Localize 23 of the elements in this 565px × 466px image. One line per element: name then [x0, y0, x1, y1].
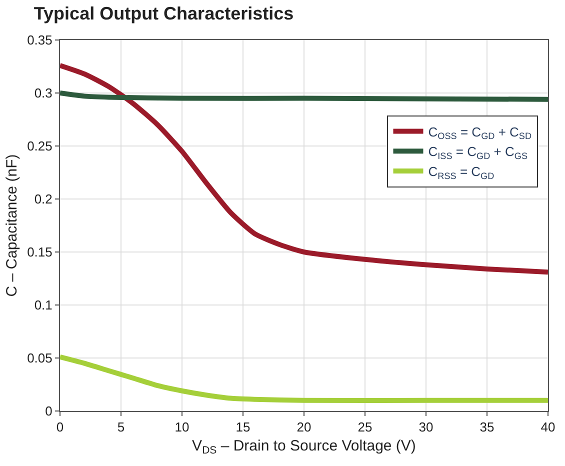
legend-label: C$_{ISS}$ = C$_{GD}$ + C$_{GS}$	[428, 144, 528, 161]
y-tick-label: 0.3	[34, 86, 52, 101]
y-axis-title: C – Capacitance (nF)	[3, 154, 20, 297]
y-tick-label: 0.35	[27, 32, 52, 48]
legend-label: C$_{OSS}$ = C$_{GD}$ + C$_{SD}$	[428, 124, 532, 142]
y-tick-label: 0.15	[27, 244, 52, 260]
x-tick-label: 35	[480, 420, 494, 435]
y-tick-label: 0.2	[34, 192, 52, 207]
x-tick-label: 10	[174, 420, 190, 435]
y-tick-label: 0	[45, 404, 52, 419]
x-tick-label: 5	[117, 420, 125, 435]
y-tick-label: 0.1	[34, 298, 52, 313]
x-tick-label: 0	[56, 420, 64, 435]
x-tick-label: 30	[418, 420, 434, 435]
y-tick-label: 0.05	[27, 350, 52, 366]
x-tick-label: 40	[540, 420, 556, 435]
x-tick-label: 25	[358, 420, 372, 435]
chart-title: Typical Output Characteristics	[34, 4, 294, 24]
x-tick-label: 20	[296, 420, 312, 435]
legend-label: C$_{RSS}$ = C$_{GD}$	[428, 164, 495, 181]
y-tick-label: 0.25	[27, 138, 52, 154]
x-tick-label: 15	[236, 420, 250, 435]
x-axis-title: V$_{DS}$ – Drain to Source Voltage (V)	[192, 438, 416, 457]
